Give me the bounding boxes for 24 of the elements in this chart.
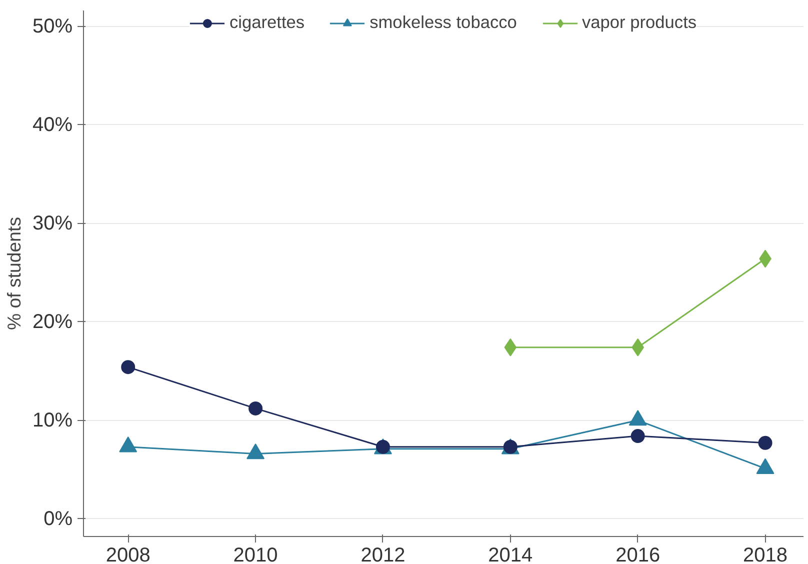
legend-label: cigarettes	[229, 12, 305, 33]
x-tick-label: 2012	[360, 544, 406, 564]
y-tick-label: 30%	[32, 212, 73, 234]
x-tick-label: 2016	[616, 544, 660, 564]
y-axis-title: % of students	[3, 216, 24, 330]
point	[628, 410, 647, 426]
point	[246, 443, 265, 460]
y-tick-label: 20%	[32, 310, 73, 333]
point	[756, 458, 774, 474]
y-tick-label: 10%	[32, 409, 73, 432]
x-tick-label: 2014	[488, 544, 533, 564]
point	[121, 360, 136, 374]
x-tick-label: 2008	[106, 544, 150, 564]
y-tick-label: 50%	[32, 15, 73, 38]
x-tick-label: 2010	[233, 544, 278, 564]
legend-label: vapor products	[582, 12, 697, 33]
point	[119, 436, 138, 452]
point	[504, 338, 517, 356]
x-tick-label: 2018	[743, 544, 788, 564]
y-tick-label: 40%	[32, 114, 73, 136]
point	[632, 338, 644, 356]
y-tick-label: 0%	[44, 508, 73, 530]
legend-label: smokeless tobacco	[370, 12, 517, 33]
point	[248, 401, 263, 416]
